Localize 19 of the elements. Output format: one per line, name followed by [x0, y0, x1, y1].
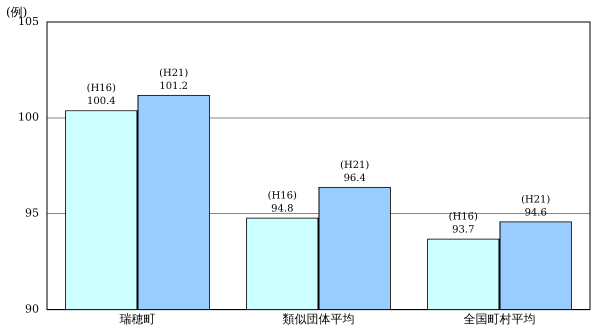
- text: (H16): [86, 83, 116, 94]
- x-tick-label: 全国町村平均: [464, 312, 536, 326]
- y-tick-label: 100: [18, 110, 39, 124]
- y-tick-label: 90: [24, 302, 39, 316]
- y-tick-label: 105: [18, 14, 39, 28]
- series-label: (H16): [268, 190, 298, 202]
- series-label: (H21): [159, 68, 188, 79]
- text: (H16): [448, 212, 478, 223]
- text: (H21): [521, 194, 550, 206]
- text: (H21): [340, 160, 370, 171]
- data-label: 101.2: [159, 80, 188, 92]
- data-label: 96.4: [344, 172, 366, 184]
- data-label: 100.4: [86, 96, 116, 108]
- y-tick-label: 95: [24, 206, 39, 220]
- data-label: 94.6: [524, 207, 547, 218]
- x-tick-label: 類似団体平均: [282, 312, 354, 326]
- x-tick-label: 瑞穂町: [119, 312, 156, 326]
- data-label: 94.8: [271, 204, 294, 215]
- data-label: 93.7: [452, 224, 474, 236]
